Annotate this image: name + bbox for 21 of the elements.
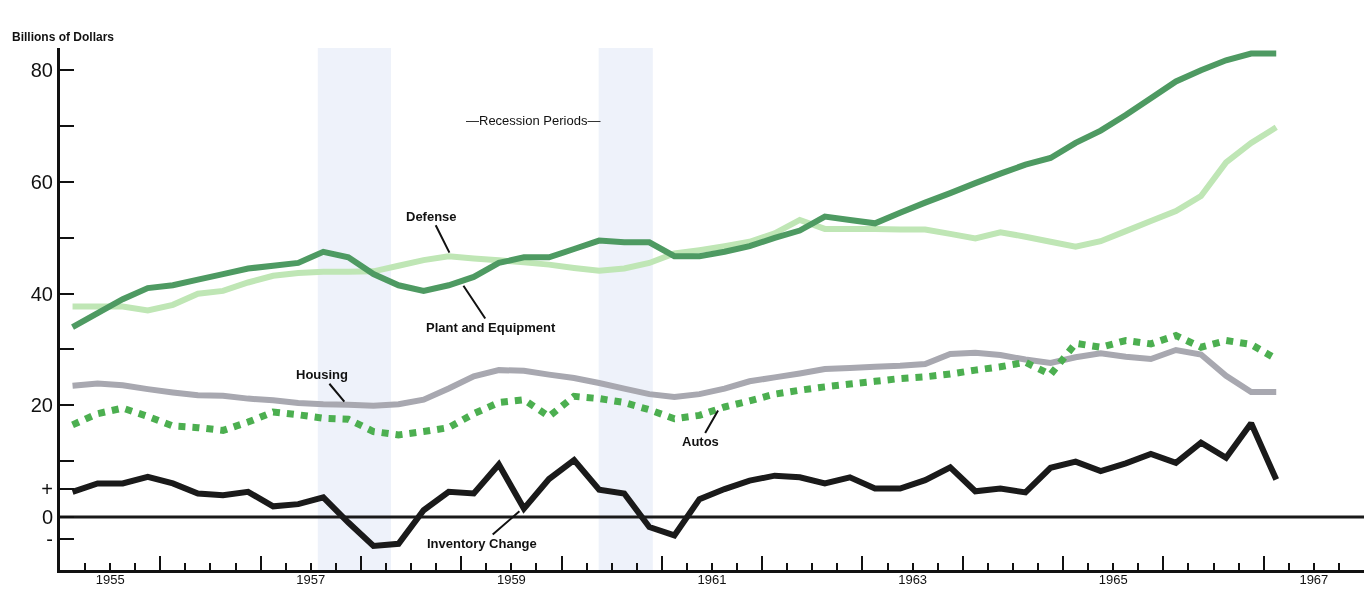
annotation: —Recession Periods— <box>466 113 601 128</box>
x-tick-label: 1965 <box>1098 572 1128 587</box>
y-tick-label: - <box>46 528 53 551</box>
y-tick-label: 0 <box>41 505 53 528</box>
annotation: Inventory Change <box>427 536 537 551</box>
annotation: Defense <box>406 209 457 224</box>
y-tick-label: 40 <box>30 282 53 305</box>
x-tick-label: 1955 <box>95 572 125 587</box>
y-tick-label: + <box>41 478 53 501</box>
x-tick-label: 1963 <box>898 572 928 587</box>
x-tick-label: 1957 <box>296 572 326 587</box>
y-tick-label: 60 <box>30 170 53 193</box>
y-tick-label: 20 <box>30 394 53 417</box>
x-tick-label: 1967 <box>1299 572 1329 587</box>
x-tick-label: 1959 <box>496 572 526 587</box>
annotation: Housing <box>296 367 349 382</box>
annotation: Autos <box>682 434 719 449</box>
y-axis-title: Billions of Dollars <box>12 30 115 44</box>
y-tick-label: 80 <box>30 59 53 82</box>
x-tick-label: 1961 <box>697 572 727 587</box>
annotation: Plant and Equipment <box>426 320 556 335</box>
